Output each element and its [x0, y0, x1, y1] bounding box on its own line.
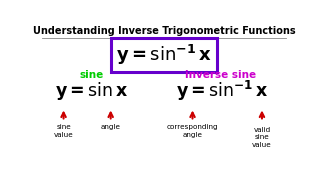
- Text: sine
value: sine value: [54, 124, 73, 138]
- Text: sine: sine: [80, 70, 104, 80]
- Text: angle: angle: [101, 124, 121, 130]
- Text: $\mathbf{y = \sin^{-1}x}$: $\mathbf{y = \sin^{-1}x}$: [116, 43, 212, 67]
- Text: $\mathbf{y = \sin^{-1}x}$: $\mathbf{y = \sin^{-1}x}$: [176, 79, 268, 103]
- Text: valid
sine
value: valid sine value: [252, 127, 272, 148]
- Text: $\mathbf{y = \sin x}$: $\mathbf{y = \sin x}$: [55, 80, 129, 102]
- Text: corresponding
angle: corresponding angle: [167, 124, 218, 138]
- Text: inverse sine: inverse sine: [186, 70, 257, 80]
- Text: Understanding Inverse Trigonometric Functions: Understanding Inverse Trigonometric Func…: [33, 26, 295, 36]
